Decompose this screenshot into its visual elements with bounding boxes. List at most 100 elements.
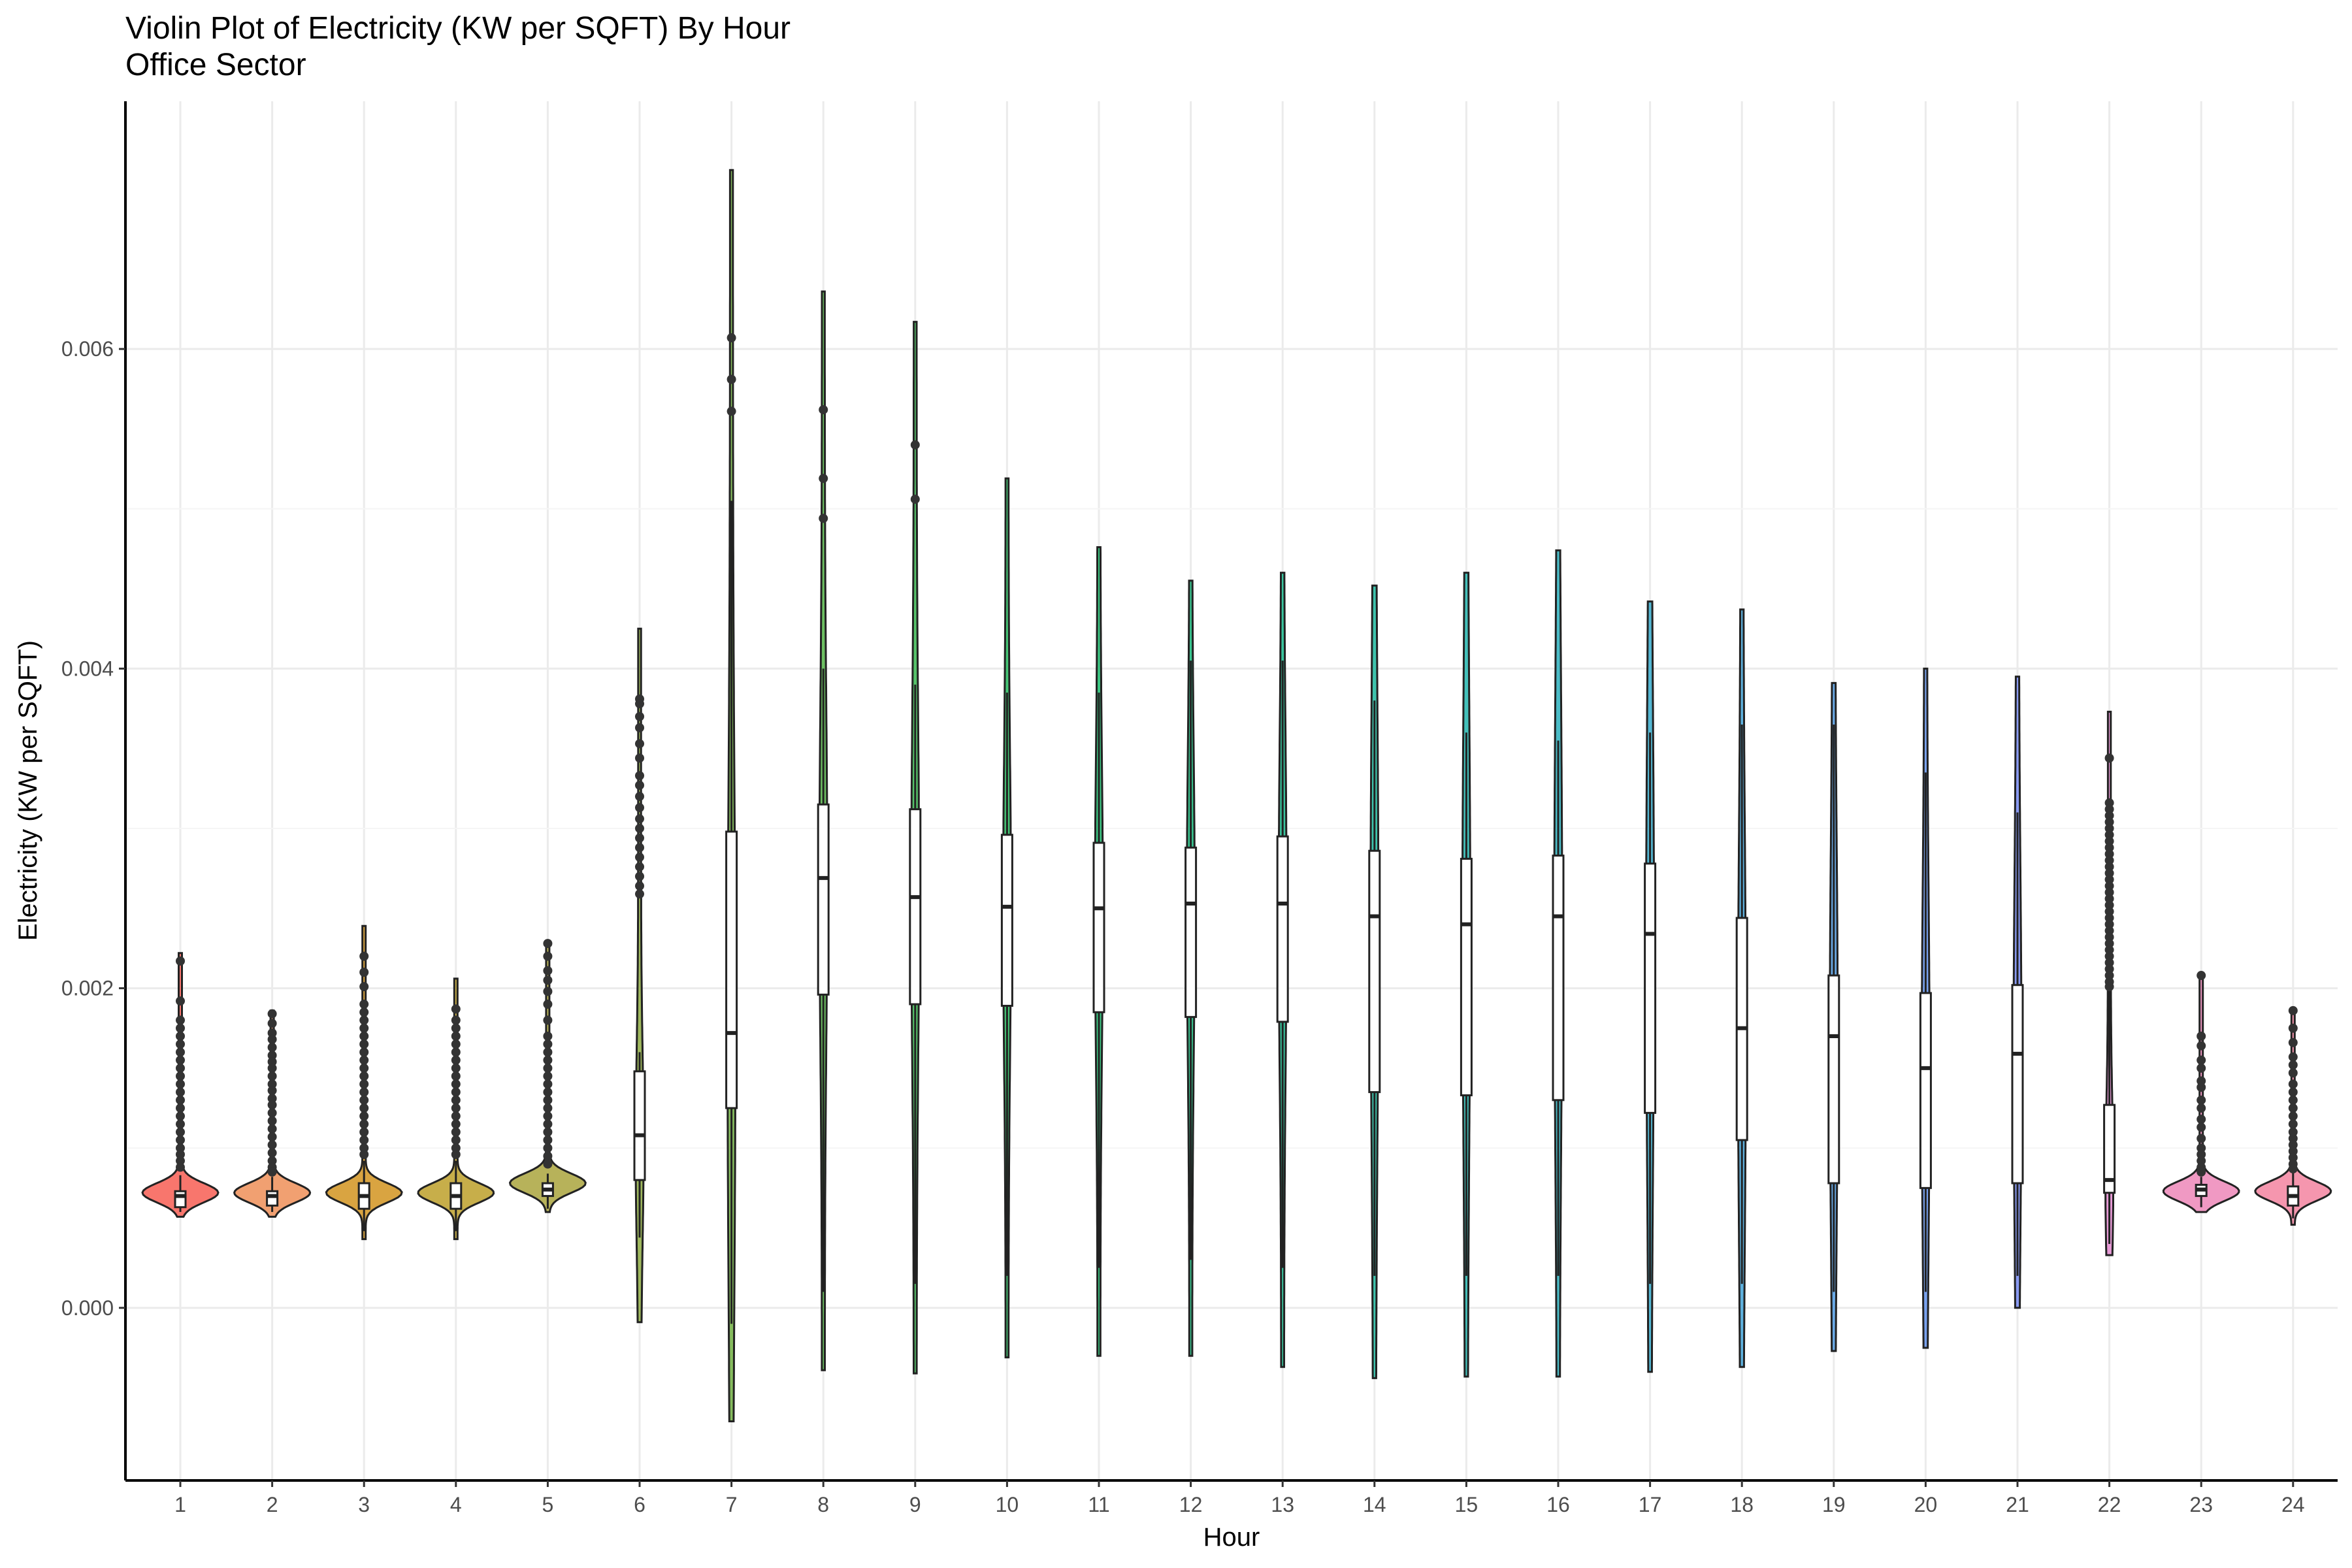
x-tick-label: 3 — [358, 1493, 370, 1516]
violin-hour-7 — [725, 169, 738, 1422]
outlier-point — [2197, 1103, 2206, 1113]
x-tick-label: 10 — [996, 1493, 1019, 1516]
outlier-point — [451, 1119, 461, 1129]
outlier-point — [910, 495, 920, 504]
outlier-point — [819, 474, 828, 483]
violin-hour-13 — [1276, 572, 1289, 1368]
outlier-point — [543, 1159, 553, 1169]
outlier-point — [451, 1015, 461, 1025]
outlier-point — [176, 1039, 185, 1049]
outlier-point — [2288, 1023, 2298, 1033]
outlier-point — [635, 723, 644, 732]
outlier-point — [2104, 900, 2114, 910]
x-tick-label: 7 — [726, 1493, 738, 1516]
outlier-point — [359, 1079, 369, 1089]
outlier-point — [543, 1055, 553, 1065]
outlier-point — [635, 780, 644, 790]
outlier-point — [359, 1015, 369, 1025]
outlier-point — [176, 1079, 185, 1089]
outlier-point — [2104, 951, 2114, 961]
outlier-point — [359, 1000, 369, 1009]
outlier-point — [267, 1156, 277, 1166]
outlier-point — [2104, 817, 2114, 827]
box-iqr — [1460, 857, 1473, 1096]
outlier-point — [267, 1124, 277, 1134]
outlier-point — [635, 889, 644, 899]
outlier-point — [819, 405, 828, 415]
outlier-point — [359, 1111, 369, 1121]
outlier-point — [543, 1031, 553, 1041]
outlier-point — [176, 1015, 185, 1025]
chart-title: Violin Plot of Electricity (KW per SQFT)… — [125, 11, 791, 46]
x-tick-label: 6 — [634, 1493, 645, 1516]
outlier-point — [2104, 753, 2114, 763]
outlier-point — [727, 333, 736, 343]
vertical-gridlines — [179, 101, 2295, 1480]
violin-hour-22 — [2103, 710, 2116, 1256]
outlier-point — [451, 1079, 461, 1089]
outlier-point — [2197, 1095, 2206, 1105]
outlier-point — [2288, 1005, 2298, 1015]
violin-hour-23 — [2162, 971, 2240, 1213]
outlier-point — [2104, 939, 2114, 949]
y-axis-title: Electricity (KW per SQFT) — [14, 640, 42, 941]
outlier-point — [359, 1047, 369, 1057]
outlier-point — [2104, 887, 2114, 897]
outlier-point — [635, 881, 644, 891]
outlier-point — [267, 1028, 277, 1038]
outlier-point — [2288, 1037, 2298, 1047]
outlier-point — [2104, 875, 2114, 885]
outlier-point — [359, 1095, 369, 1105]
box-iqr — [909, 808, 922, 1005]
violin-hour-3 — [325, 924, 403, 1241]
box-iqr — [1552, 855, 1565, 1102]
outlier-point — [2104, 862, 2114, 872]
violin-hour-15 — [1460, 572, 1473, 1378]
outlier-point — [2104, 958, 2114, 968]
outlier-point — [2197, 1149, 2206, 1159]
outlier-point — [267, 1043, 277, 1053]
outlier-point — [2197, 971, 2206, 981]
outlier-point — [543, 1063, 553, 1073]
box-iqr — [1184, 846, 1198, 1019]
outlier-point — [176, 1135, 185, 1145]
outlier-point — [359, 1071, 369, 1081]
outlier-point — [451, 1055, 461, 1065]
outlier-point — [359, 1055, 369, 1065]
outlier-point — [2104, 868, 2114, 878]
outlier-point — [2104, 907, 2114, 917]
outlier-point — [176, 1031, 185, 1041]
box-iqr — [1827, 974, 1840, 1184]
box-iqr — [817, 803, 830, 996]
outlier-point — [543, 1127, 553, 1137]
outlier-point — [2104, 919, 2114, 929]
outlier-point — [2104, 982, 2114, 992]
outlier-point — [543, 1111, 553, 1121]
outlier-point — [267, 1019, 277, 1028]
outlier-point — [176, 1063, 185, 1073]
outlier-point — [543, 951, 553, 961]
outlier-point — [543, 1079, 553, 1089]
outlier-point — [267, 1148, 277, 1158]
outlier-point — [267, 1140, 277, 1150]
outlier-point — [2197, 1041, 2206, 1051]
outlier-point — [359, 1135, 369, 1145]
outlier-point — [543, 1135, 553, 1145]
outlier-point — [543, 1015, 553, 1025]
outlier-point — [543, 1151, 553, 1161]
outlier-point — [2197, 1134, 2206, 1143]
outlier-point — [451, 1135, 461, 1145]
outlier-point — [267, 1086, 277, 1096]
outlier-point — [635, 872, 644, 881]
outlier-point — [359, 1039, 369, 1049]
horizontal-gridlines — [125, 348, 2338, 1309]
x-tick-label: 8 — [817, 1493, 829, 1516]
outlier-point — [543, 1071, 553, 1081]
outlier-point — [267, 1051, 277, 1060]
outlier-point — [267, 1063, 277, 1073]
outlier-point — [2288, 1140, 2298, 1150]
outlier-point — [635, 753, 644, 763]
outlier-point — [543, 1039, 553, 1049]
outlier-point — [267, 1132, 277, 1142]
